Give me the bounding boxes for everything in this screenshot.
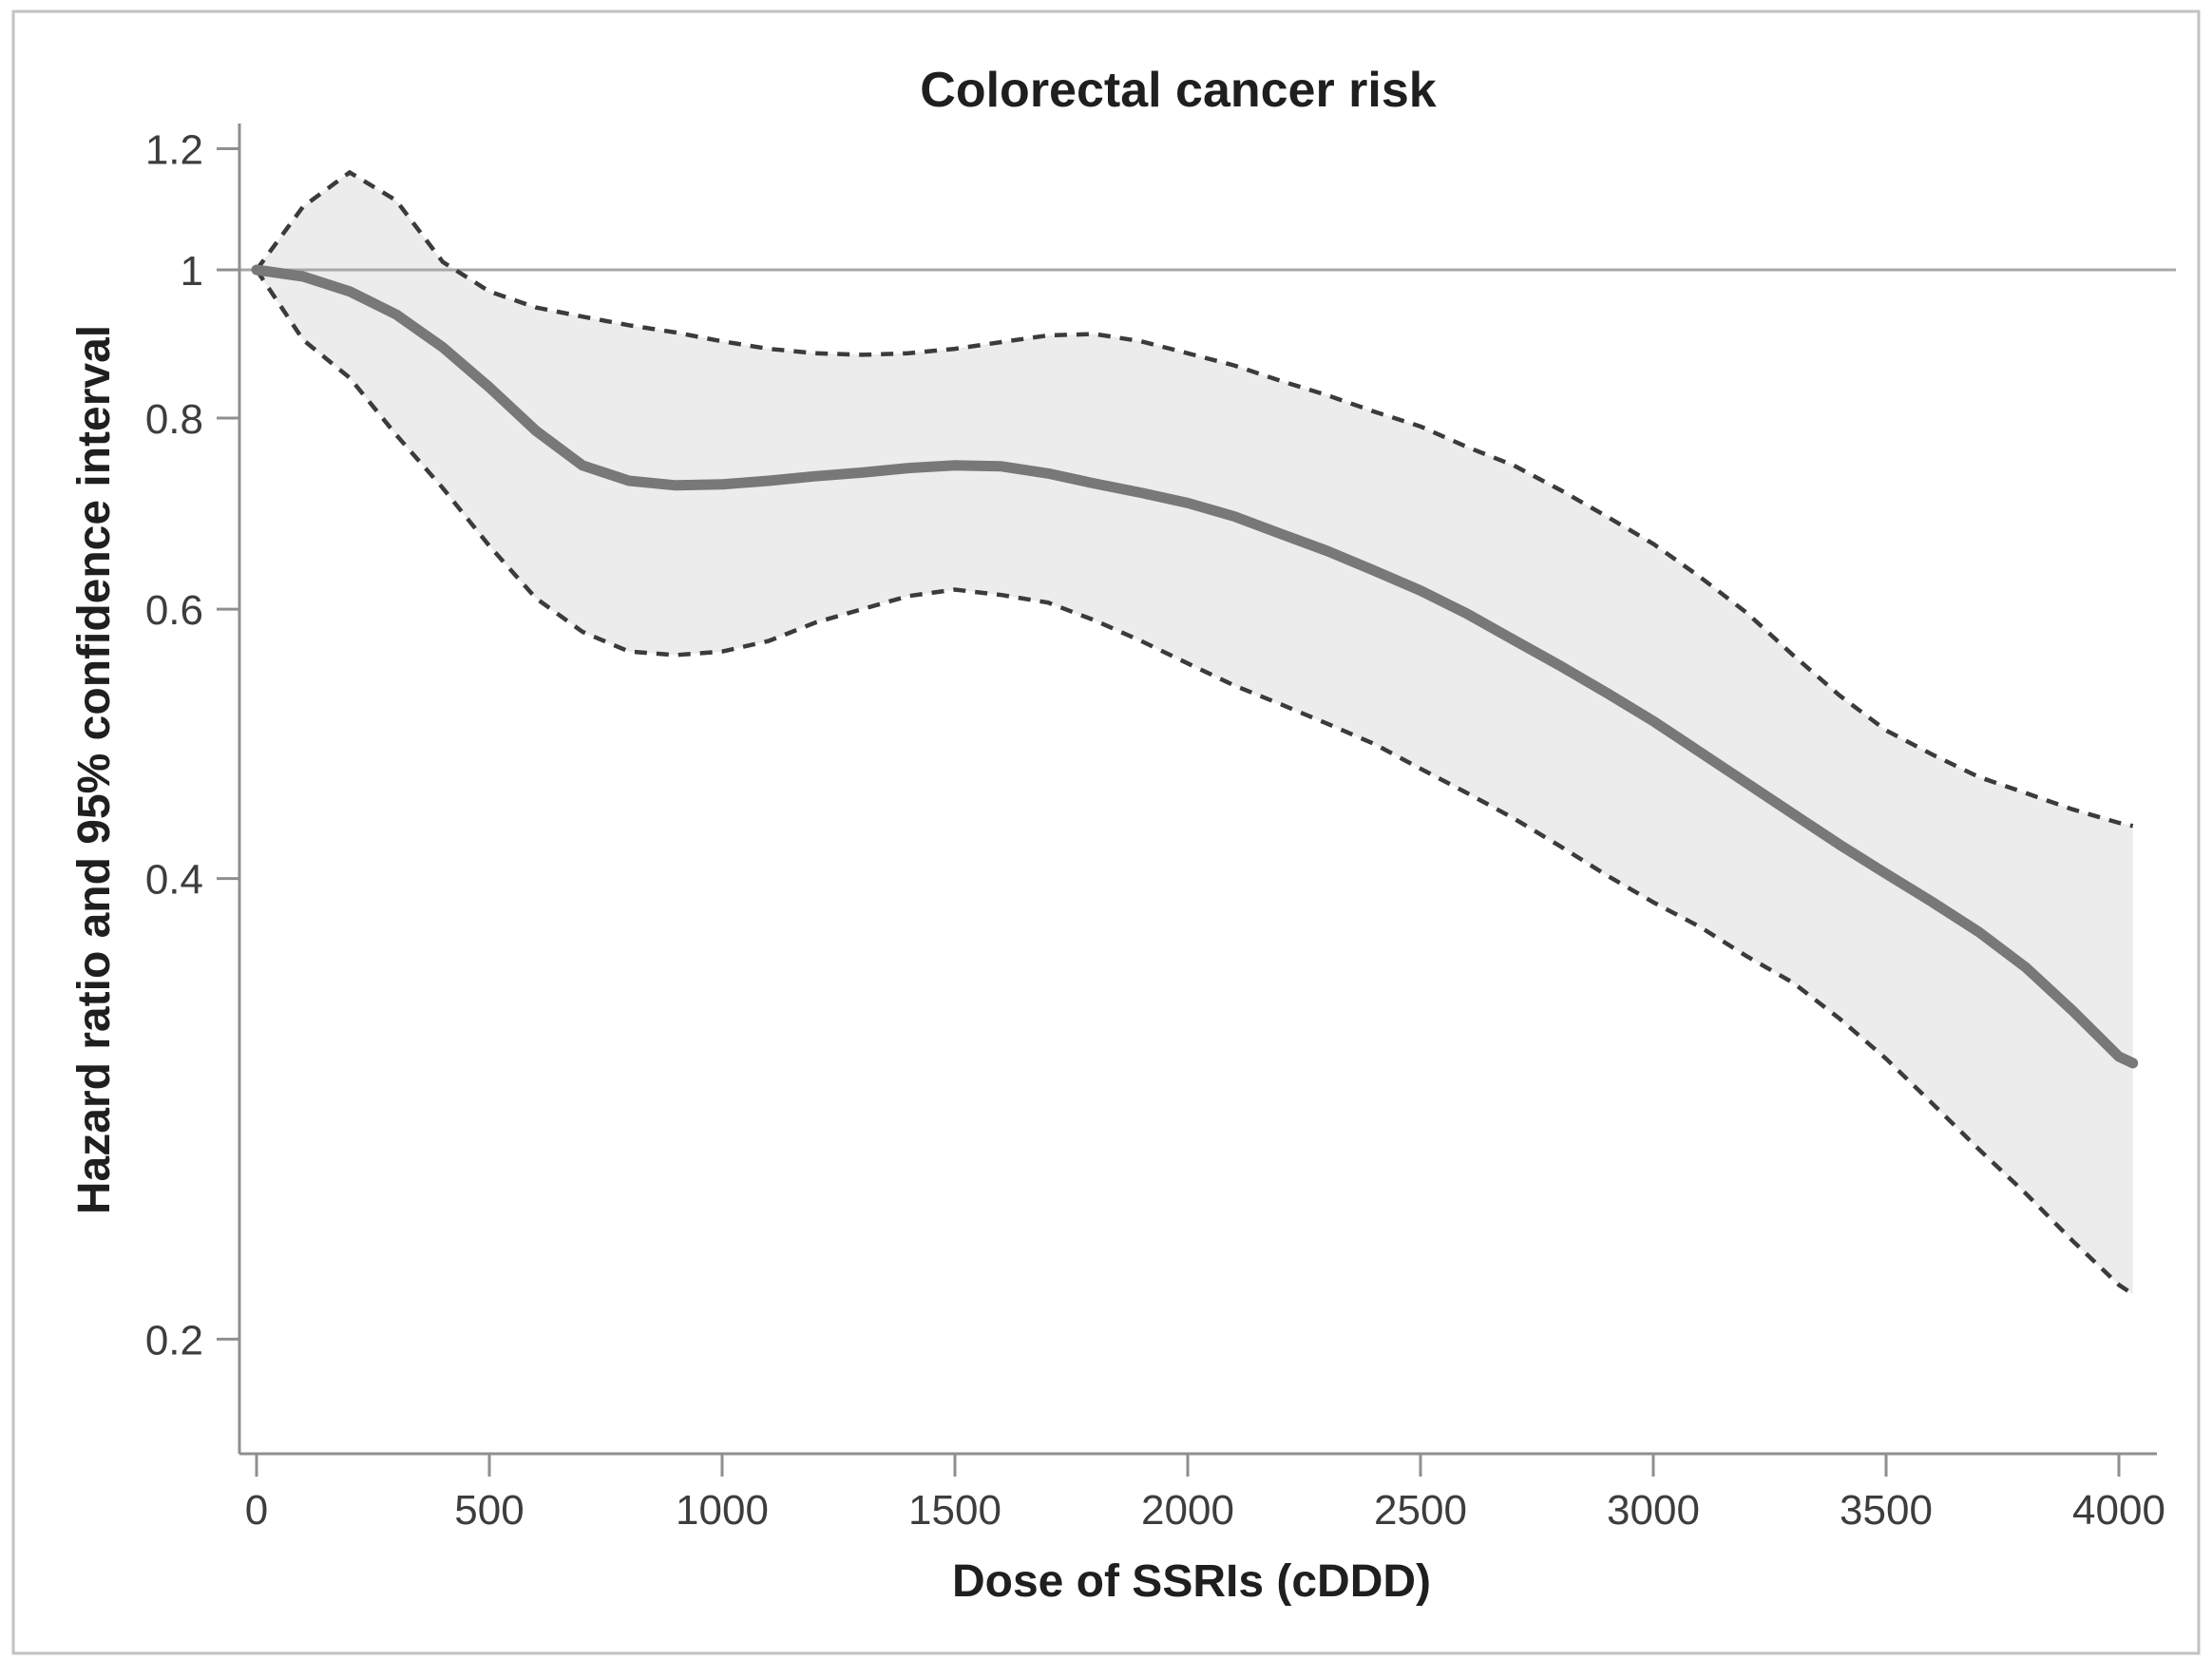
x-tick-label: 0: [245, 1487, 268, 1534]
x-tick-label: 1000: [676, 1487, 769, 1534]
x-tick-label: 4000: [2072, 1487, 2165, 1534]
x-axis-title: Dose of SSRIs (cDDD): [952, 1556, 1431, 1607]
x-tick-label: 3500: [1840, 1487, 1933, 1534]
lower-ci-line: [255, 268, 2134, 1296]
x-tick-label: 2000: [1141, 1487, 1234, 1534]
plot-area: 1.2 1 0.8 0.6 0.4 0.2 0 500 1000 1500 2000 2500 3000…: [145, 124, 2176, 1534]
y-tick-label: 0.6: [145, 587, 203, 634]
figure-border: [11, 10, 2201, 1655]
x-tick-label: 500: [454, 1487, 524, 1534]
y-axis-title: Hazard ratio and 95% confidence interval: [69, 325, 120, 1214]
y-tick-label: 1: [181, 248, 203, 295]
chart-title: Colorectal cancer risk: [920, 63, 1436, 118]
upper-ci-line: [255, 169, 2134, 829]
x-tick-label: 3000: [1607, 1487, 1700, 1534]
hazard-ratio-line: [251, 264, 2139, 1069]
y-tick-label: 0.8: [145, 396, 203, 443]
x-tick-label: 2500: [1374, 1487, 1467, 1534]
x-tick-label: 1500: [908, 1487, 1001, 1534]
y-tick-label: 0.4: [145, 857, 203, 904]
confidence-band: [257, 172, 2133, 1294]
y-tick-label: 1.2: [145, 127, 203, 174]
y-tick-label: 0.2: [145, 1317, 203, 1363]
